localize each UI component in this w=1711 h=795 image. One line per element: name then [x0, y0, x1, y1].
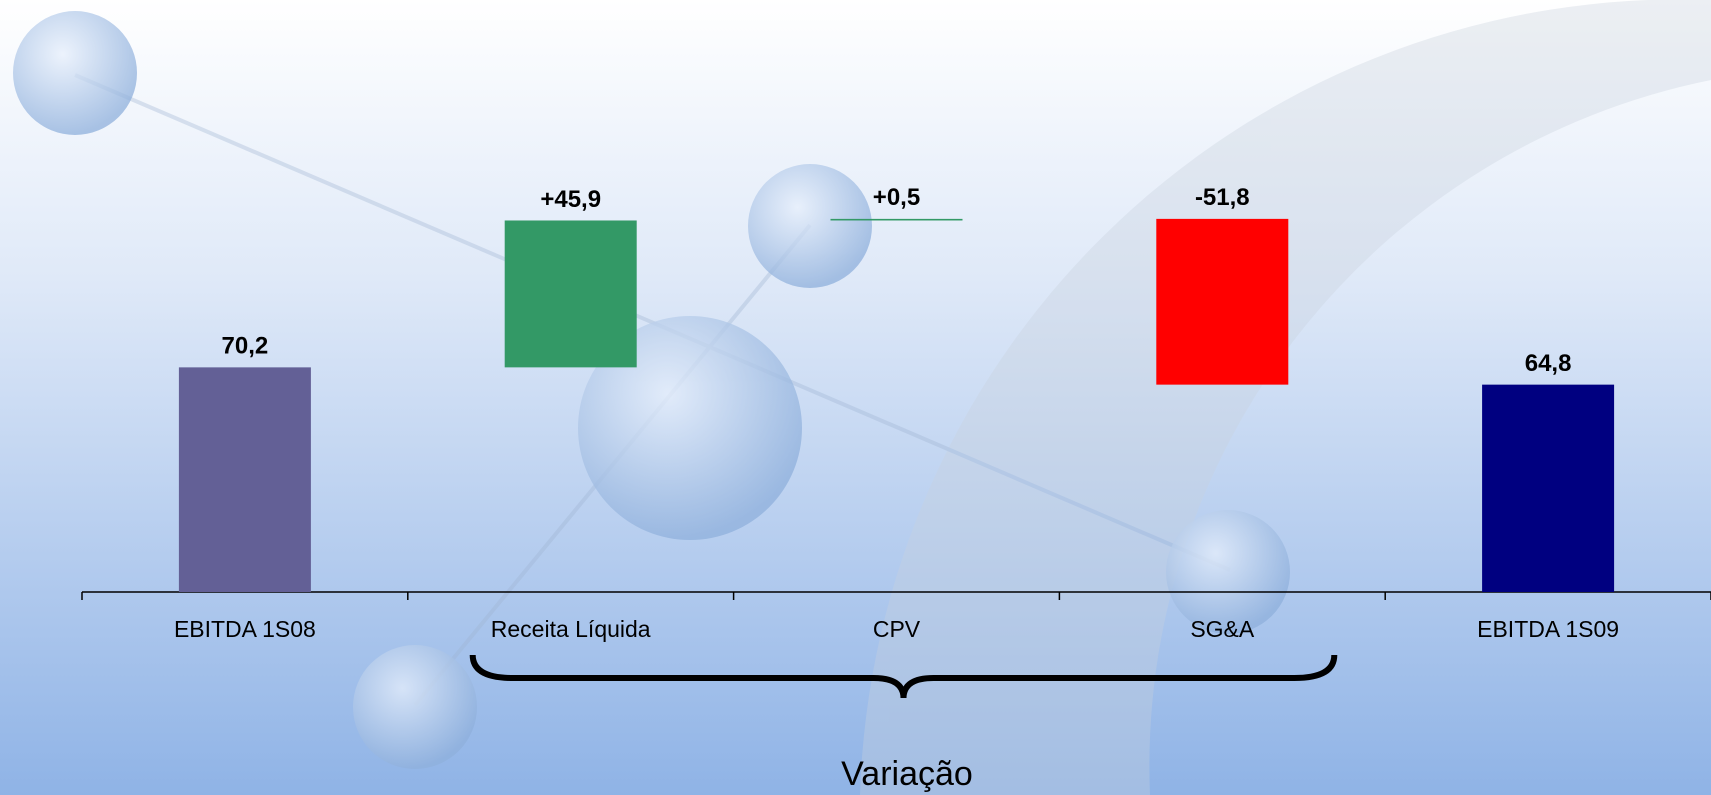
x-tick-label: SG&A [1190, 616, 1255, 642]
bar [504, 220, 637, 368]
bar [1156, 218, 1289, 385]
value-label: +0,5 [873, 184, 920, 211]
bar [178, 367, 311, 592]
x-tick-label: EBITDA 1S08 [174, 616, 316, 642]
x-tick-label: EBITDA 1S09 [1477, 616, 1619, 642]
value-label: 70,2 [222, 333, 269, 360]
decoration-spheres [13, 11, 1290, 769]
bracket [469, 654, 1338, 699]
value-label: 64,8 [1525, 350, 1572, 377]
x-tick-label: Receita Líquida [491, 616, 651, 642]
value-label: -51,8 [1195, 184, 1250, 211]
x-tick-label: CPV [873, 616, 921, 642]
bar [830, 218, 963, 221]
annotation: Variação [841, 755, 973, 793]
value-label: +45,9 [540, 186, 601, 213]
bar [1482, 384, 1615, 592]
